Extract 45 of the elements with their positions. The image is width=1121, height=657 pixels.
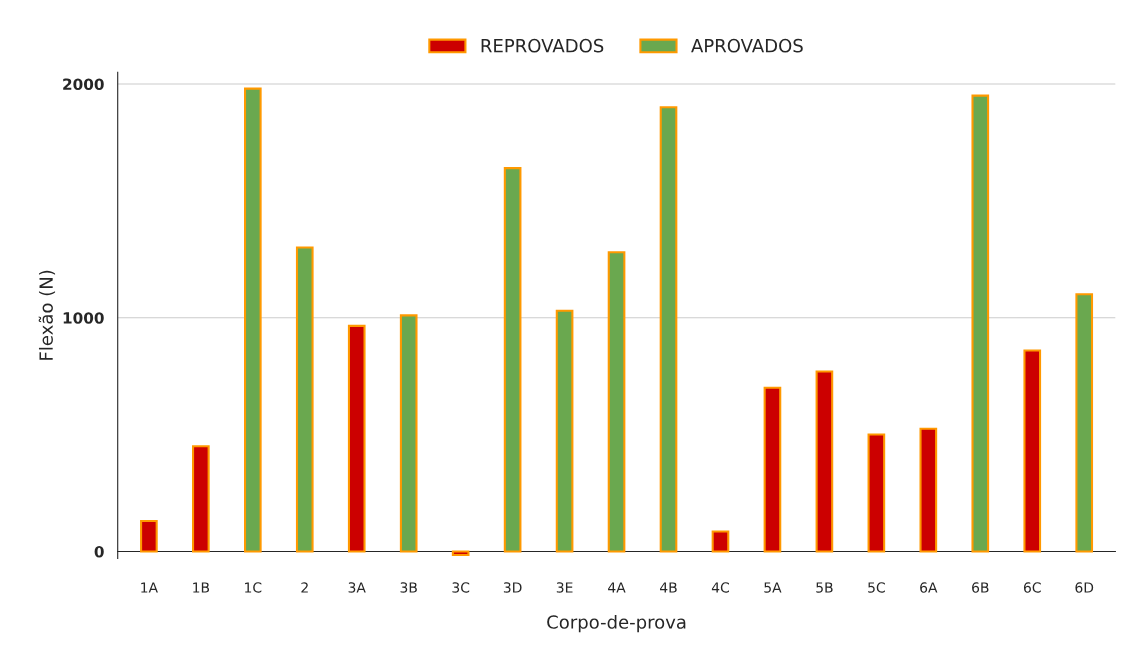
bar bbox=[763, 386, 782, 553]
bar bbox=[867, 433, 886, 553]
bar bbox=[503, 167, 522, 553]
bar bbox=[1075, 293, 1094, 553]
x-tick-label: 3D bbox=[503, 582, 522, 593]
bar bbox=[243, 87, 262, 553]
bar bbox=[659, 106, 678, 553]
bar bbox=[555, 309, 574, 553]
legend-label: APROVADOS bbox=[691, 38, 803, 53]
y-tick-label: 2000 bbox=[63, 78, 104, 90]
x-tick-label: 6D bbox=[1075, 582, 1094, 593]
x-tick-label: 1A bbox=[141, 582, 158, 593]
bar bbox=[607, 251, 626, 553]
bar bbox=[1023, 349, 1042, 553]
bar bbox=[451, 550, 470, 556]
y-tick-label: 1000 bbox=[63, 312, 104, 324]
x-tick-label: 2 bbox=[301, 582, 308, 593]
x-axis-title: Corpo-de-prova bbox=[547, 614, 686, 633]
bar bbox=[399, 314, 418, 553]
x-tick-label: 4B bbox=[660, 582, 677, 593]
x-tick-label: 3A bbox=[348, 582, 366, 593]
legend-label: REPROVADOS bbox=[481, 38, 604, 53]
bar bbox=[815, 370, 834, 553]
x-tick-label: 3B bbox=[400, 582, 417, 593]
bar bbox=[919, 427, 938, 553]
x-tick-label: 4A bbox=[608, 582, 626, 593]
bar bbox=[347, 324, 366, 553]
bar bbox=[971, 94, 990, 553]
x-tick-label: 1B bbox=[193, 582, 210, 593]
x-tick-label: 5A bbox=[764, 582, 782, 593]
bar bbox=[140, 520, 158, 553]
x-tick-label: 6C bbox=[1023, 582, 1041, 593]
x-tick-label: 6B bbox=[972, 582, 989, 593]
x-tick-label: 3C bbox=[452, 582, 470, 593]
x-tick-label: 1C bbox=[245, 582, 262, 593]
x-tick-label: 3E bbox=[556, 582, 573, 593]
bar bbox=[192, 445, 210, 553]
y-tick-label: 0 bbox=[94, 545, 104, 558]
y-axis-title: Flexão (N) bbox=[38, 270, 56, 360]
bar bbox=[295, 246, 314, 553]
x-tick-label: 4C bbox=[711, 582, 729, 593]
x-tick-label: 6A bbox=[920, 582, 938, 593]
bar bbox=[711, 530, 730, 553]
x-tick-label: 5C bbox=[868, 582, 885, 593]
x-tick-label: 5B bbox=[816, 582, 833, 593]
